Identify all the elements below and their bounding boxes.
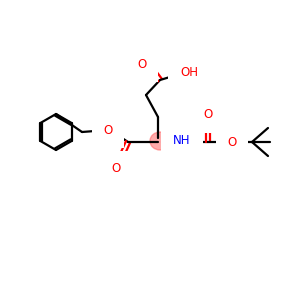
Text: O: O bbox=[103, 124, 112, 136]
Ellipse shape bbox=[150, 132, 170, 150]
Text: O: O bbox=[111, 163, 121, 176]
Text: O: O bbox=[227, 136, 237, 148]
Text: NH: NH bbox=[173, 134, 191, 146]
Ellipse shape bbox=[171, 129, 189, 151]
Text: OH: OH bbox=[180, 65, 198, 79]
Text: O: O bbox=[203, 109, 213, 122]
Text: O: O bbox=[137, 58, 147, 70]
